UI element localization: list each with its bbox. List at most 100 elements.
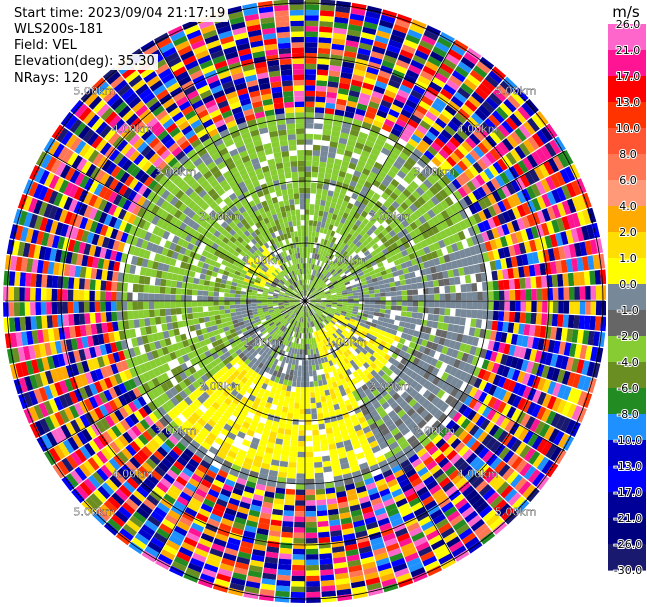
gate-cell: [203, 498, 216, 508]
gate-cell: [85, 163, 97, 177]
gate-cell: [148, 233, 157, 243]
gate-cell: [299, 187, 305, 194]
gate-cell: [43, 203, 53, 218]
gate-cell: [482, 487, 496, 501]
gate-cell: [142, 404, 153, 416]
gate-cell: [137, 218, 147, 229]
gate-cell: [132, 310, 139, 319]
gate-cell: [329, 353, 335, 360]
gate-cell: [236, 87, 249, 96]
gate-cell: [555, 327, 563, 341]
gate-cell: [245, 452, 255, 460]
gate-cell: [259, 375, 266, 383]
gate-cell: [261, 364, 268, 372]
gate-cell: [56, 460, 70, 476]
gate-cell: [269, 431, 277, 439]
gate-cell: [221, 365, 229, 374]
gate-cell: [205, 523, 218, 533]
gate-cell: [76, 431, 88, 445]
gate-cell: [257, 263, 263, 270]
gate-cell: [308, 322, 311, 328]
gate-cell: [228, 272, 235, 278]
gate-cell: [20, 226, 29, 242]
gate-cell: [446, 510, 461, 522]
gate-cell: [291, 359, 296, 365]
gate-cell: [134, 365, 143, 376]
gate-cell: [236, 373, 244, 381]
gate-cell: [133, 346, 141, 356]
gate-cell: [458, 360, 467, 371]
gate-cell: [51, 315, 59, 328]
gate-cell: [429, 464, 441, 475]
gate-cell: [85, 496, 100, 511]
gate-cell: [367, 458, 378, 467]
gate-cell: [305, 290, 308, 296]
gate-cell: [138, 310, 145, 319]
gate-cell: [249, 90, 261, 98]
gate-cell: [449, 366, 458, 377]
gate-cell: [294, 231, 298, 238]
gate-cell: [334, 323, 340, 328]
gate-cell: [347, 380, 354, 388]
gate-cell: [149, 490, 163, 502]
gate-cell: [307, 327, 311, 334]
gate-cell: [375, 418, 385, 427]
gate-cell: [38, 387, 49, 402]
gate-cell: [246, 24, 261, 32]
gate-cell: [307, 349, 311, 355]
gate-cell: [374, 304, 381, 309]
gate-cell: [292, 342, 296, 349]
gate-cell: [325, 487, 336, 494]
gate-cell: [515, 459, 528, 474]
gate-cell: [36, 259, 44, 274]
gate-cell: [361, 316, 368, 321]
gate-cell: [243, 457, 254, 466]
gate-cell: [191, 454, 203, 464]
gate-cell: [281, 350, 286, 357]
gate-cell: [265, 176, 273, 183]
gate-cell: [468, 493, 482, 506]
gate-cell: [319, 21, 334, 28]
gate-cell: [164, 138, 176, 149]
gate-cell: [392, 522, 406, 533]
gate-cell: [105, 365, 114, 377]
gate-cell: [201, 228, 209, 237]
gate-cell: [440, 557, 456, 570]
gate-cell: [225, 251, 233, 258]
gate-cell: [175, 70, 189, 82]
gate-cell: [416, 312, 423, 320]
gate-cell: [197, 445, 209, 455]
gate-cell: [349, 129, 360, 137]
gate-cell: [249, 348, 256, 355]
gate-cell: [305, 478, 315, 485]
gate-cell: [29, 374, 39, 390]
gate-cell: [567, 314, 575, 329]
gate-cell: [361, 330, 368, 336]
gate-cell: [170, 280, 178, 288]
gate-cell: [366, 417, 376, 426]
gate-cell: [297, 343, 301, 350]
gate-cell: [218, 301, 225, 306]
gate-cell: [232, 171, 241, 180]
gate-cell: [301, 290, 304, 296]
gate-cell: [126, 519, 141, 533]
gate-cell: [197, 284, 204, 291]
gate-cell: [351, 419, 360, 427]
gate-cell: [330, 393, 337, 400]
gate-cell: [94, 407, 105, 420]
gate-cell: [308, 305, 312, 310]
gate-cell: [236, 314, 243, 320]
gate-cell: [373, 547, 387, 556]
gate-cell: [501, 403, 512, 417]
gate-cell: [344, 387, 352, 395]
gate-cell: [86, 255, 94, 268]
gate-cell: [113, 331, 121, 342]
gate-cell: [368, 338, 376, 345]
gate-cell: [98, 199, 108, 212]
gate-cell: [500, 416, 511, 430]
gate-cell: [160, 382, 170, 393]
gate-cell: [305, 424, 312, 431]
gate-cell: [354, 347, 362, 355]
gate-cell: [204, 214, 213, 223]
gate-cell: [216, 419, 226, 428]
